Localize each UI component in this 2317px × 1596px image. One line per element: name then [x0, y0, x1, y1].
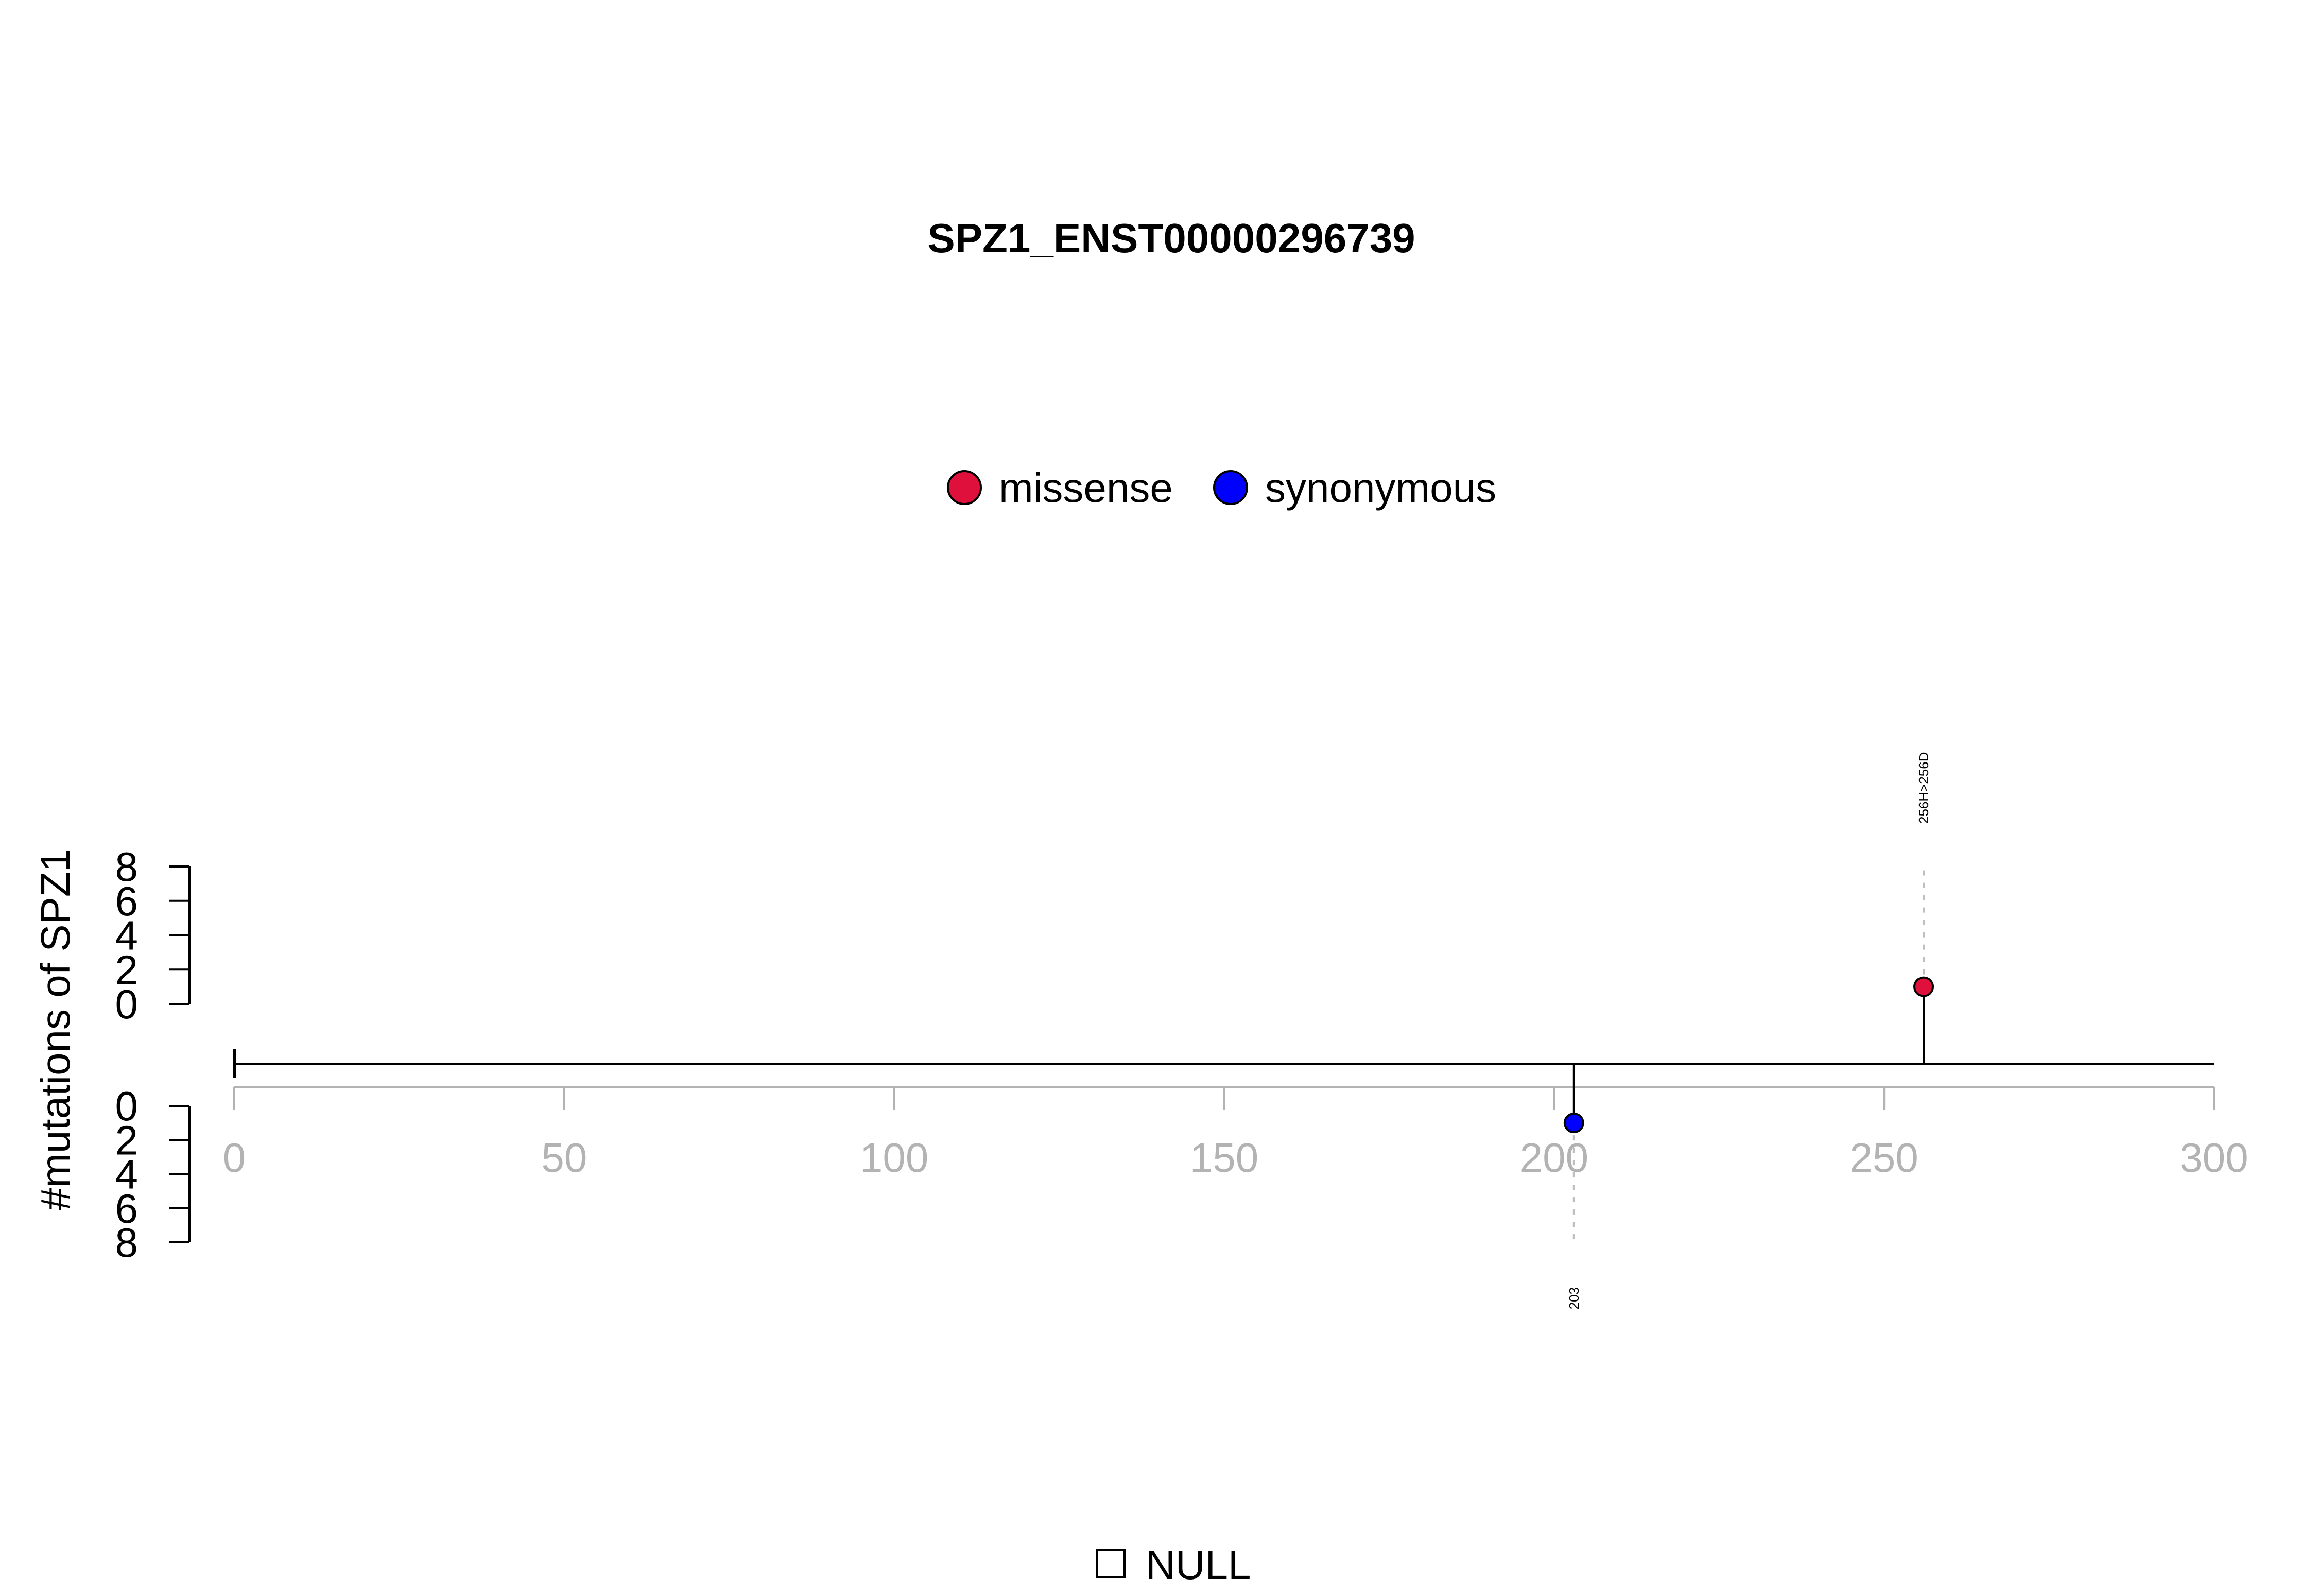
- y-tick-label-bottom: 2: [115, 1117, 139, 1163]
- domain-legend-box: [1096, 1549, 1126, 1578]
- mutation-markers: 256H>256D 203: [1563, 752, 1934, 1309]
- x-tick-label: 300: [2180, 1135, 2248, 1181]
- y-tick-label-top: 4: [115, 913, 139, 959]
- y-tick-label-top: 8: [115, 844, 139, 890]
- y-tick-label-bottom: 6: [115, 1186, 139, 1231]
- y-tick-label-top: 6: [115, 878, 139, 924]
- y-axis-label: #mutations of SPZ1: [32, 849, 78, 1211]
- legend-label-synonymous: synonymous: [1265, 465, 1496, 511]
- legend-marker-missense: [947, 470, 982, 505]
- mutation-label: 203: [1566, 1287, 1582, 1309]
- chart-title: SPZ1_ENST00000296739: [927, 215, 1415, 261]
- x-tick-label: 200: [1520, 1135, 1588, 1181]
- legend-label-missense: missense: [999, 465, 1173, 511]
- y-tick-label-bottom: 8: [115, 1220, 139, 1265]
- x-tick-label: 50: [541, 1135, 587, 1181]
- y-tick-label-bottom: 4: [115, 1152, 139, 1198]
- y-tick-label-top: 2: [115, 947, 139, 993]
- x-tick-label: 150: [1190, 1135, 1258, 1181]
- mutation-synonymous: 203: [1563, 1064, 1584, 1309]
- mutation-missense: 256H>256D: [1913, 752, 1934, 1064]
- x-tick-label: 250: [1849, 1135, 1918, 1181]
- y-tick-label-top: 0: [115, 981, 139, 1027]
- x-tick-label: 0: [223, 1135, 246, 1181]
- x-tick-label: 100: [860, 1135, 928, 1181]
- domain-legend: NULL: [1096, 1542, 1251, 1588]
- domain-legend-label: NULL: [1146, 1542, 1251, 1588]
- mutation-point: [1563, 1113, 1584, 1134]
- y-tick-label-bottom: 0: [115, 1083, 139, 1129]
- legend-marker-synonymous: [1213, 470, 1248, 505]
- mutation-label: 256H>256D: [1916, 752, 1931, 824]
- mutation-point: [1913, 976, 1934, 997]
- x-axis: 0 50 100 150 200 250 300: [223, 1086, 2249, 1181]
- legend: missense synonymous: [947, 465, 1496, 511]
- protein-backbone: [233, 1049, 2214, 1078]
